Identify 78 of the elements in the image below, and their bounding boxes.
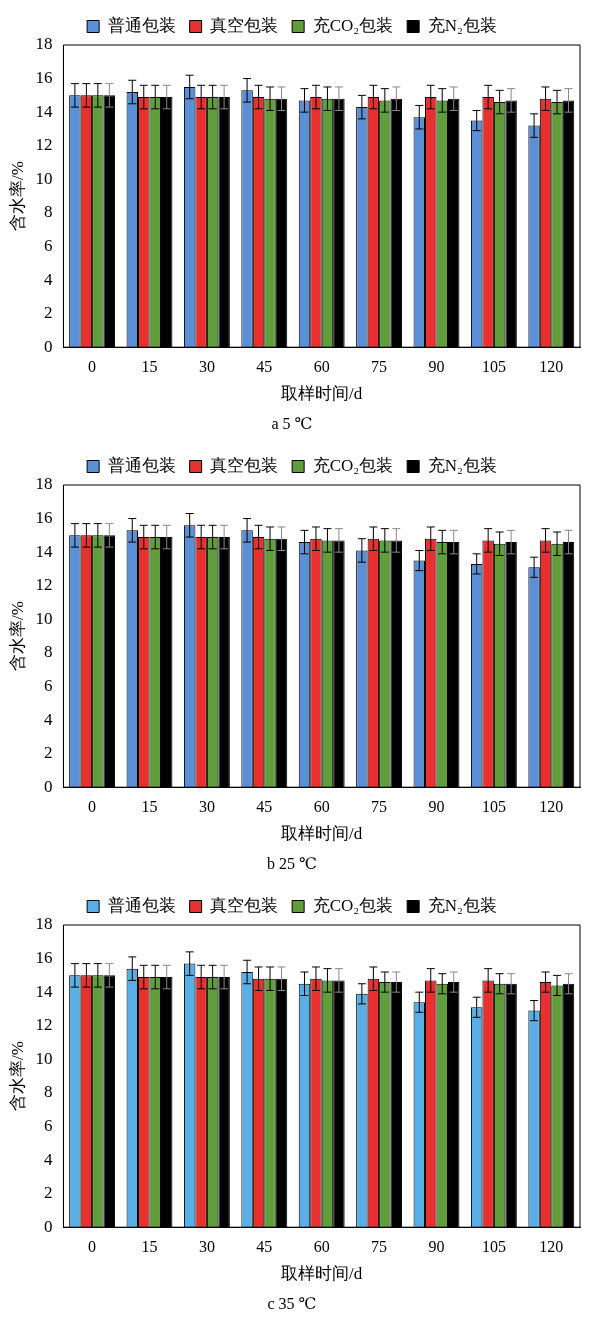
y-tick-label: 0 [43, 776, 53, 796]
y-tick-label: 8 [43, 1082, 53, 1102]
x-axis-title: 取样时间/d [281, 824, 363, 844]
y-tick-label: 8 [43, 202, 53, 222]
y-tick-label: 18 [35, 474, 53, 494]
y-tick-label: 4 [43, 709, 53, 729]
legend-label: 普通包装 [107, 15, 176, 35]
y-tick-label: 6 [43, 235, 53, 255]
legend-label: 真空包装 [210, 455, 279, 475]
x-tick-label: 120 [539, 798, 564, 815]
x-tick-label: 60 [313, 798, 330, 815]
y-tick-label: 12 [35, 135, 53, 155]
x-tick-label: 15 [141, 798, 158, 815]
x-tick-label: 45 [256, 798, 273, 815]
x-tick-label: 75 [371, 798, 388, 815]
y-tick-label: 2 [43, 1183, 53, 1203]
legend-label: 充CO₂包装 [312, 455, 394, 475]
y-tick-label: 10 [35, 168, 53, 188]
legend-label: 充N₂包装 [427, 455, 497, 475]
y-tick-label: 2 [43, 743, 53, 763]
x-tick-label: 105 [481, 798, 506, 815]
y-tick-label: 4 [43, 1149, 53, 1169]
y-axis-title: 含水率/% [7, 1041, 27, 1112]
y-tick-label: 6 [43, 1115, 53, 1135]
y-tick-label: 12 [35, 575, 53, 595]
text: c 35 ℃ [267, 1294, 317, 1312]
x-tick-label: 60 [313, 358, 330, 375]
legend-label: 充CO₂包装 [312, 15, 394, 35]
legend-label: 普通包装 [107, 895, 176, 915]
y-tick-label: 4 [43, 269, 53, 289]
y-tick-label: 18 [35, 34, 53, 54]
y-tick-label: 2 [43, 303, 53, 323]
y-tick-label: 16 [35, 68, 53, 88]
legend-label: 充N₂包装 [427, 15, 497, 35]
y-tick-label: 14 [35, 541, 53, 561]
x-tick-label: 105 [481, 358, 506, 375]
x-tick-label: 75 [371, 358, 388, 375]
legend-label: 普通包装 [107, 455, 176, 475]
x-tick-label: 45 [256, 1238, 273, 1255]
y-tick-label: 8 [43, 642, 53, 662]
legend-label: 真空包装 [210, 895, 279, 915]
x-tick-label: 120 [539, 358, 564, 375]
y-tick-label: 16 [35, 948, 53, 968]
x-tick-label: 0 [88, 1238, 97, 1255]
y-tick-label: 10 [35, 608, 53, 628]
x-tick-label: 60 [313, 1238, 330, 1255]
x-tick-label: 90 [428, 358, 445, 375]
y-tick-label: 16 [35, 508, 53, 528]
y-tick-label: 14 [35, 981, 53, 1001]
y-axis-title: 含水率/% [7, 161, 27, 232]
x-tick-label: 75 [371, 1238, 388, 1255]
y-tick-label: 6 [43, 675, 53, 695]
x-tick-label: 0 [88, 798, 97, 815]
x-tick-label: 0 [88, 358, 97, 375]
x-axis-title: 取样时间/d [281, 1264, 363, 1284]
y-tick-label: 0 [43, 336, 53, 356]
x-tick-label: 45 [256, 358, 273, 375]
x-tick-label: 15 [141, 1238, 158, 1255]
y-tick-label: 0 [43, 1216, 53, 1236]
x-tick-label: 15 [141, 358, 158, 375]
x-tick-label: 90 [428, 1238, 445, 1255]
legend-label: 充CO₂包装 [312, 895, 394, 915]
y-axis-title: 含水率/% [7, 601, 27, 672]
x-axis-title: 取样时间/d [281, 384, 363, 404]
legend-label: 真空包装 [210, 15, 279, 35]
y-tick-label: 18 [35, 914, 53, 934]
x-tick-label: 30 [198, 798, 215, 815]
x-tick-label: 30 [198, 358, 215, 375]
y-tick-label: 10 [35, 1048, 53, 1068]
y-tick-label: 14 [35, 101, 53, 121]
y-tick-label: 12 [35, 1015, 53, 1035]
x-tick-label: 90 [428, 798, 445, 815]
x-tick-label: 30 [198, 1238, 215, 1255]
x-tick-label: 105 [481, 1238, 506, 1255]
x-tick-label: 120 [539, 1238, 564, 1255]
legend-label: 充N₂包装 [427, 895, 497, 915]
text: a 5 ℃ [271, 414, 313, 432]
text: b 25 ℃ [267, 854, 317, 872]
